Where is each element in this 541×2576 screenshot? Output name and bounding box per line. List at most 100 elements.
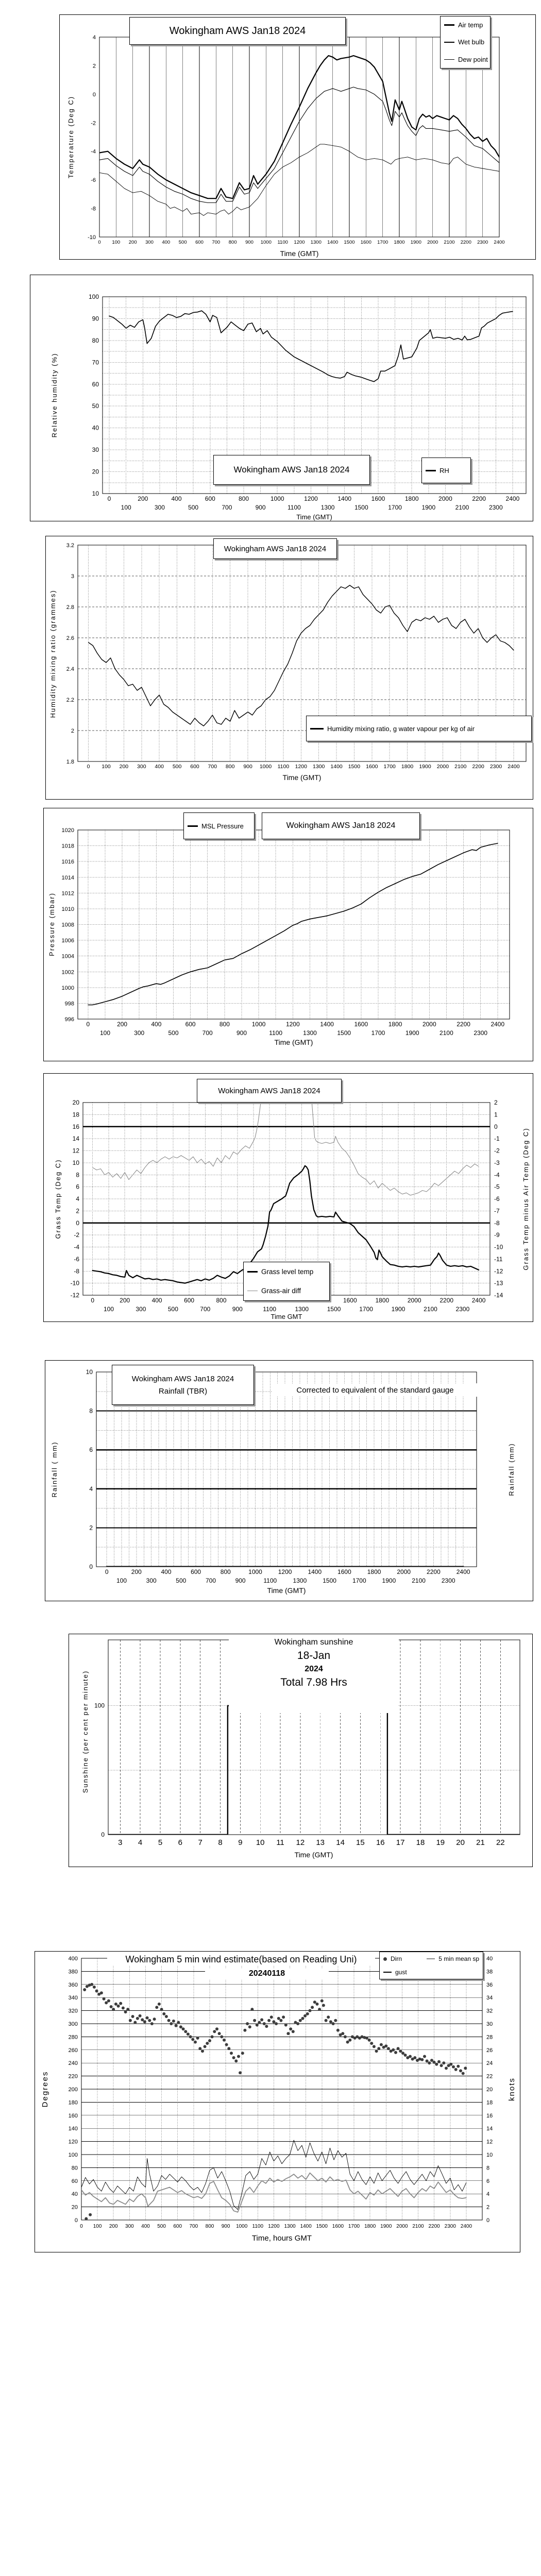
svg-text:1500: 1500 [327,1306,341,1313]
svg-text:2400: 2400 [457,1568,470,1575]
chart-title: Wokingham AWS Jan18 2024 [224,544,327,553]
svg-text:1018: 1018 [62,843,74,850]
svg-text:1900: 1900 [392,1306,405,1313]
svg-text:2000: 2000 [396,2224,408,2229]
svg-text:-10: -10 [71,1280,80,1287]
pressure-y-axis-label: Pressure (mbar) [48,892,56,956]
svg-text:900: 900 [243,764,252,770]
svg-text:380: 380 [69,1969,78,1975]
svg-text:90: 90 [92,315,99,322]
svg-text:0: 0 [75,2217,78,2224]
svg-text:500: 500 [176,1577,186,1584]
svg-text:400: 400 [161,1568,171,1575]
svg-text:2000: 2000 [438,495,452,502]
svg-text:1000: 1000 [248,1568,262,1575]
svg-text:-6: -6 [91,177,96,183]
svg-text:2: 2 [93,63,96,69]
sunshine-total: Total 7.98 Hrs [280,1676,347,1688]
mixing-ratio-plot-svg: 1.8 2 2.2 2.4 2.6 2.8 3 3.2 0 100 200 300 400 500 600 7… [66,543,527,770]
svg-text:120: 120 [69,2139,78,2145]
wet-bulb-line-icon [444,42,454,43]
svg-text:600: 600 [184,1297,194,1304]
svg-text:2.6: 2.6 [66,635,74,641]
svg-text:2000: 2000 [397,1568,411,1575]
svg-text:2300: 2300 [456,1306,470,1313]
svg-text:200: 200 [120,1297,130,1304]
svg-text:6: 6 [486,2178,489,2184]
svg-text:1900: 1900 [419,764,431,770]
svg-text:20: 20 [73,1099,80,1106]
legend-item-wet-bulb: Wet bulb [441,38,490,46]
pressure-plot-svg: 9969981000100210041006100810101012101410… [62,827,510,1037]
svg-text:-10: -10 [494,1244,503,1251]
svg-text:600: 600 [185,1021,196,1028]
mixing-ratio-title-box: Wokingham AWS Jan18 2024 [213,538,337,559]
svg-text:50: 50 [92,402,99,410]
rainfall-x-axis-label: Time (GMT) [267,1586,306,1595]
legend-label: gust [395,1969,407,1976]
svg-text:22: 22 [496,1838,505,1847]
wind-x-axis-label: Time, hours GMT [251,2234,312,2243]
svg-text:1200: 1200 [286,1021,300,1028]
svg-text:3.2: 3.2 [66,543,74,549]
legend-label: Dew point [458,55,488,63]
svg-text:1012: 1012 [62,890,74,896]
rainfall-correction-note: Corrected to equivalent of the standard … [272,1383,478,1397]
svg-text:1800: 1800 [394,240,404,245]
legend-item-dirn: Dirn [380,1955,405,1962]
svg-text:0: 0 [80,2224,83,2229]
svg-text:80: 80 [72,2165,78,2171]
grass-air-diff-y-axis-label: Grass Temp minus Air Temp (Deg C) [522,1127,530,1270]
svg-text:16: 16 [486,2113,493,2119]
legend-label: Dirn [391,1955,402,1962]
svg-text:0: 0 [93,92,96,98]
svg-text:1700: 1700 [388,504,402,511]
svg-text:2000: 2000 [437,764,449,770]
svg-text:2: 2 [89,1524,93,1531]
svg-text:200: 200 [120,764,129,770]
svg-text:998: 998 [65,1001,74,1007]
svg-text:2200: 2200 [461,240,471,245]
svg-text:0: 0 [108,495,111,502]
svg-text:0: 0 [91,1297,94,1304]
svg-text:1100: 1100 [278,764,290,770]
svg-text:20: 20 [92,468,99,476]
humidity-legend: RH [421,457,471,483]
svg-text:2400: 2400 [472,1297,486,1304]
svg-text:1300: 1300 [293,1577,307,1584]
svg-text:700: 700 [206,1577,216,1584]
svg-text:300: 300 [155,504,165,511]
rainfall-title-box: Wokingham AWS Jan18 2024 Rainfall (TBR) [112,1365,254,1405]
svg-text:1600: 1600 [337,1568,351,1575]
pressure-x-axis-label: Time (GMT) [274,1038,313,1046]
svg-text:-8: -8 [494,1219,500,1227]
svg-text:1: 1 [494,1111,498,1118]
relative-humidity-chart: 10 20 30 40 50 60 70 80 90 100 0 100 200 300 400 500 600… [30,275,533,521]
svg-text:2: 2 [71,728,74,734]
svg-text:14: 14 [486,2126,493,2132]
svg-text:26: 26 [486,2047,493,2054]
svg-text:500: 500 [157,2224,166,2229]
svg-text:12: 12 [73,1147,80,1155]
svg-text:2400: 2400 [508,764,520,770]
legend-item-grass-level-temp: Grass level temp [244,1268,329,1276]
svg-text:-8: -8 [91,206,96,212]
svg-text:1000: 1000 [260,764,272,770]
mixing-ratio-chart: 1.8 2 2.2 2.4 2.6 2.8 3 3.2 0 100 200 300 400 500 600 7… [45,536,533,800]
svg-text:30: 30 [486,2021,493,2027]
svg-text:280: 280 [69,2034,78,2040]
svg-text:10: 10 [256,1838,265,1847]
svg-text:2100: 2100 [412,1577,426,1584]
svg-text:1000: 1000 [236,2224,248,2229]
svg-text:2200: 2200 [427,1568,441,1575]
svg-text:0: 0 [89,1563,93,1570]
svg-text:1400: 1400 [327,240,338,245]
grass-temp-line-icon [247,1271,258,1273]
svg-text:1800: 1800 [375,1297,389,1304]
svg-text:800: 800 [226,764,235,770]
legend-item-air-temp: Air temp [441,21,490,29]
wind-speed-y-axis-label: knots [508,2077,516,2101]
svg-text:1100: 1100 [288,504,301,511]
svg-text:3: 3 [118,1838,122,1847]
humidity-x-axis-label: Time (GMT) [296,513,332,521]
